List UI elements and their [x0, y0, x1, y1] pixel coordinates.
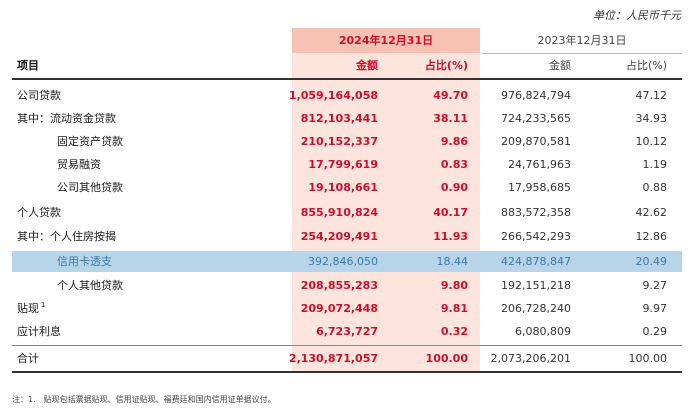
table-row: 固定资产贷款 210,152,337 9.86 209,870,581 10.1…	[0, 130, 693, 153]
row-label: 固定资产贷款	[57, 135, 123, 148]
ratio-cell: 0.83	[440, 158, 468, 171]
ratio-cell: 9.86	[440, 135, 468, 148]
prior-period-underline	[482, 53, 682, 54]
item-header: 项目	[17, 59, 39, 72]
amount-cell: 17,799,619	[308, 158, 378, 171]
table-row: 个人贷款 855,910,824 40.17 883,572,358 42.62	[0, 201, 693, 224]
amount-cell: 392,846,050	[308, 255, 378, 268]
ratio-prev-cell: 1.19	[642, 158, 668, 171]
amount-prev-cell: 24,761,963	[508, 158, 571, 171]
row-label: 贴现 1	[17, 297, 45, 320]
ratio-cell: 11.93	[433, 230, 468, 243]
amount-prev-cell: 6,080,809	[515, 325, 571, 338]
table-row: 其中：流动资金贷款 812,103,441 38.11 724,233,565 …	[0, 107, 693, 130]
current-period-header: 2024年12月31日	[292, 28, 480, 53]
amount-cell: 208,855,283	[300, 279, 378, 292]
amount-prev-cell: 192,151,218	[501, 279, 571, 292]
amount-cell: 6,723,727	[316, 325, 378, 338]
ratio-prev-cell: 9.97	[642, 302, 668, 315]
ratio-cell: 40.17	[433, 206, 468, 219]
ratio-cell: 38.11	[433, 112, 468, 125]
amount-prev-header: 金额	[549, 59, 571, 72]
ratio-prev-header: 占比(%)	[625, 59, 667, 72]
row-label: 其中：流动资金贷款	[17, 112, 116, 125]
amount-cell: 209,072,448	[300, 302, 378, 315]
header-rule	[12, 78, 682, 80]
amount-cell: 855,910,824	[300, 206, 378, 219]
ratio-prev-cell: 100.00	[628, 352, 668, 365]
amount-cell: 812,103,441	[300, 112, 378, 125]
ratio-prev-cell: 10.12	[635, 135, 668, 148]
table-row: 公司贷款 1,059,164,058 49.70 976,824,794 47.…	[0, 84, 693, 107]
unit-label: 单位：人民币千元	[593, 9, 681, 22]
row-label: 其中：个人住房按揭	[17, 230, 116, 243]
ratio-prev-cell: 9.27	[642, 279, 668, 292]
footnote-marker: 1	[41, 301, 46, 310]
highlighted-row-bg	[12, 251, 682, 272]
total-rule	[12, 345, 682, 346]
ratio-prev-cell: 20.49	[635, 255, 668, 268]
ratio-prev-cell: 12.86	[635, 230, 668, 243]
ratio-prev-cell: 42.62	[635, 206, 668, 219]
amount-cell: 210,152,337	[300, 135, 378, 148]
ratio-cell: 100.00	[425, 352, 468, 365]
row-label: 个人贷款	[17, 206, 61, 219]
row-label-text: 贴现	[17, 302, 39, 315]
row-label: 应计利息	[17, 325, 61, 338]
column-header-row: 项目 金额 占比(%) 金额 占比(%)	[0, 54, 693, 77]
row-label: 合计	[17, 352, 39, 365]
table-row: 个人其他贷款 208,855,283 9.80 192,151,218 9.27	[0, 274, 693, 297]
row-label: 公司贷款	[17, 89, 61, 102]
row-label: 公司其他贷款	[57, 181, 123, 194]
amount-prev-cell: 2,073,206,201	[490, 352, 571, 365]
current-period-column-bg	[292, 28, 480, 372]
amount-prev-cell: 424,878,847	[501, 255, 571, 268]
amount-cell: 1,059,164,058	[288, 89, 378, 102]
amount-prev-cell: 266,542,293	[501, 230, 571, 243]
ratio-prev-cell: 0.88	[642, 181, 668, 194]
ratio-header: 占比(%)	[424, 59, 468, 72]
footnote: 注：1. 贴现包括票据贴现、信用证贴现、福费廷和国内信用证单据议付。	[12, 395, 276, 404]
ratio-cell: 18.44	[436, 255, 469, 268]
amount-cell: 2,130,871,057	[288, 352, 378, 365]
amount-prev-cell: 883,572,358	[501, 206, 571, 219]
ratio-cell: 49.70	[433, 89, 468, 102]
amount-cell: 19,108,661	[308, 181, 378, 194]
amount-prev-cell: 17,958,685	[508, 181, 571, 194]
ratio-cell: 9.80	[440, 279, 468, 292]
ratio-cell: 0.90	[440, 181, 468, 194]
ratio-prev-cell: 47.12	[635, 89, 668, 102]
amount-header: 金额	[356, 59, 378, 72]
table-row: 贴现 1 209,072,448 9.81 206,728,240 9.97	[0, 297, 693, 320]
ratio-prev-cell: 0.29	[642, 325, 668, 338]
table-row: 其中：个人住房按揭 254,209,491 11.93 266,542,293 …	[0, 225, 693, 248]
ratio-cell: 0.32	[440, 325, 468, 338]
table-row: 贸易融资 17,799,619 0.83 24,761,963 1.19	[0, 153, 693, 176]
ratio-cell: 9.81	[440, 302, 468, 315]
total-row: 合计 2,130,871,057 100.00 2,073,206,201 10…	[0, 347, 693, 370]
table-row: 应计利息 6,723,727 0.32 6,080,809 0.29	[0, 320, 693, 343]
amount-prev-cell: 209,870,581	[501, 135, 571, 148]
table-row-highlighted: 信用卡透支 392,846,050 18.44 424,878,847 20.4…	[0, 250, 693, 273]
amount-prev-cell: 976,824,794	[501, 89, 571, 102]
amount-prev-cell: 206,728,240	[501, 302, 571, 315]
amount-prev-cell: 724,233,565	[501, 112, 571, 125]
bottom-rule	[12, 371, 682, 373]
prior-period-header: 2023年12月31日	[537, 34, 627, 47]
amount-cell: 254,209,491	[300, 230, 378, 243]
row-label: 贸易融资	[57, 158, 101, 171]
ratio-prev-cell: 34.93	[635, 112, 668, 125]
row-label: 信用卡透支	[57, 255, 112, 268]
table-row: 公司其他贷款 19,108,661 0.90 17,958,685 0.88	[0, 176, 693, 199]
row-label: 个人其他贷款	[57, 279, 123, 292]
